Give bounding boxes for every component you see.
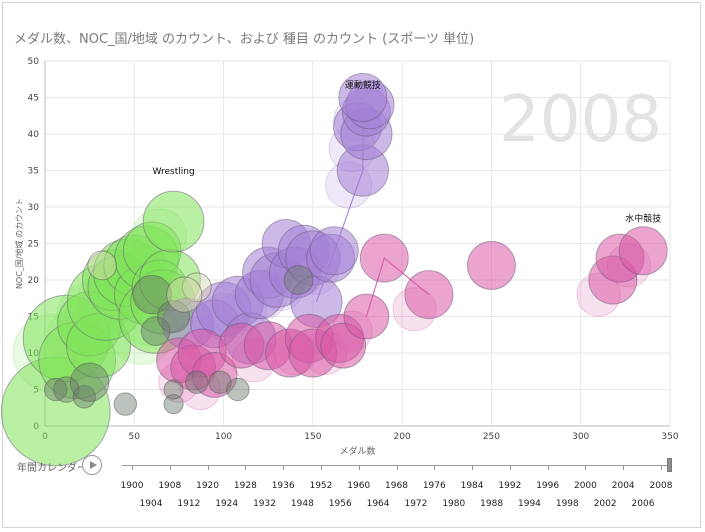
- timeline-tick: [207, 466, 209, 470]
- annotation-label: 水中競技: [625, 213, 661, 225]
- data-point: [185, 370, 209, 394]
- timeline-year[interactable]: 1998: [555, 499, 579, 509]
- data-point: [163, 379, 184, 400]
- timeline-tick: [623, 466, 625, 470]
- data-point: [466, 240, 516, 290]
- timeline-tick: [509, 466, 511, 470]
- y-tick-label: 40: [28, 130, 40, 140]
- data-point: [113, 392, 138, 416]
- play-button[interactable]: [82, 455, 102, 475]
- year-watermark: 2008: [499, 83, 662, 157]
- data-point: [181, 272, 212, 303]
- timeline-year[interactable]: 1956: [328, 499, 352, 509]
- data-point: [338, 73, 388, 122]
- timeline-year[interactable]: 1976: [422, 481, 446, 491]
- data-point: [166, 276, 203, 313]
- data-point: [132, 274, 172, 315]
- data-point: [140, 316, 171, 347]
- timeline-label: 年間カレンダー: [17, 463, 87, 474]
- timeline-year[interactable]: 1994: [518, 499, 541, 509]
- timeline-tick: [320, 466, 322, 470]
- x-tick-label: 250: [483, 432, 500, 442]
- data-point: [283, 265, 314, 295]
- x-tick-label: 200: [394, 432, 411, 442]
- timeline-year[interactable]: 1900: [120, 481, 144, 491]
- data-point: [87, 250, 118, 281]
- x-tick-label: 100: [215, 432, 232, 442]
- data-point: [343, 293, 390, 340]
- timeline-year[interactable]: 1952: [309, 481, 333, 491]
- timeline-year[interactable]: 1904: [139, 499, 163, 509]
- y-axis-label: NOC_国/地域 のカウント: [14, 198, 24, 289]
- timeline-year[interactable]: 2006: [631, 499, 655, 509]
- timeline-year[interactable]: 1936: [271, 481, 295, 491]
- y-tick-label: 20: [28, 276, 40, 286]
- timeline-year[interactable]: 1984: [460, 481, 484, 491]
- y-tick-label: 30: [28, 203, 40, 213]
- timeline-year[interactable]: 1992: [498, 481, 522, 491]
- timeline-year[interactable]: 2000: [573, 481, 597, 491]
- timeline-year[interactable]: 1908: [158, 481, 182, 491]
- timeline-year[interactable]: 1920: [196, 481, 220, 491]
- timeline-tick: [472, 466, 474, 470]
- timeline-year[interactable]: 1996: [536, 481, 560, 491]
- x-tick-label: 50: [129, 432, 141, 442]
- data-point: [226, 377, 250, 402]
- timeline-year[interactable]: 2002: [593, 499, 617, 509]
- play-icon: [90, 461, 97, 469]
- data-point: [404, 270, 454, 320]
- x-axis-label: メダル数: [339, 445, 375, 457]
- timeline-year[interactable]: 1972: [404, 499, 428, 509]
- data-point: [359, 233, 409, 283]
- data-point: [69, 362, 110, 402]
- timeline-tick: [434, 466, 436, 470]
- timeline-year[interactable]: 2008: [649, 481, 673, 491]
- timeline-tick: [283, 466, 285, 470]
- timeline-year[interactable]: 1960: [347, 481, 371, 491]
- timeline-year[interactable]: 1968: [385, 481, 408, 491]
- y-tick-label: 35: [28, 167, 39, 177]
- timeline-year[interactable]: 1932: [253, 499, 276, 509]
- timeline-year[interactable]: 2004: [611, 481, 635, 491]
- x-tick-label: 300: [572, 432, 589, 442]
- y-tick-label: 50: [28, 57, 40, 67]
- timeline-year[interactable]: 1928: [233, 481, 257, 491]
- timeline-tick: [661, 466, 662, 470]
- data-point: [72, 385, 96, 409]
- timeline-year[interactable]: 1980: [442, 499, 466, 509]
- data-point: [142, 190, 205, 253]
- annotation-label: 運動競技: [345, 79, 381, 91]
- timeline-year[interactable]: 1924: [215, 499, 239, 509]
- timeline-tick: [132, 466, 133, 470]
- x-tick-label: 150: [304, 432, 321, 442]
- data-point: [208, 370, 232, 394]
- timeline-tick: [169, 466, 171, 470]
- x-tick-label: 350: [661, 432, 678, 442]
- data-point: [191, 352, 238, 398]
- timeline-year[interactable]: 1912: [177, 499, 201, 509]
- timeline-tick: [396, 466, 398, 470]
- timeline-tick: [547, 466, 549, 470]
- data-point: [309, 226, 359, 276]
- y-tick-label: 45: [28, 94, 39, 104]
- annotation-label: Wrestling: [152, 167, 194, 177]
- timeline-tick: [585, 466, 587, 470]
- timeline-track[interactable]: [122, 465, 670, 466]
- data-point: [618, 226, 668, 276]
- timeline-tick: [245, 466, 247, 470]
- data-point: [44, 377, 68, 402]
- timeline-year[interactable]: 1964: [366, 499, 390, 509]
- timeline-tick: [358, 466, 360, 470]
- timeline-year[interactable]: 1988: [480, 499, 504, 509]
- y-tick-label: 25: [28, 240, 39, 250]
- data-point: [163, 394, 184, 415]
- chart-title: メダル数、NOC_国/地域 のカウント、および 種目 のカウント (スポーツ 単…: [14, 32, 475, 47]
- data-point: [157, 300, 191, 333]
- timeline-year[interactable]: 1948: [290, 499, 314, 509]
- timeline-thumb[interactable]: [667, 458, 672, 472]
